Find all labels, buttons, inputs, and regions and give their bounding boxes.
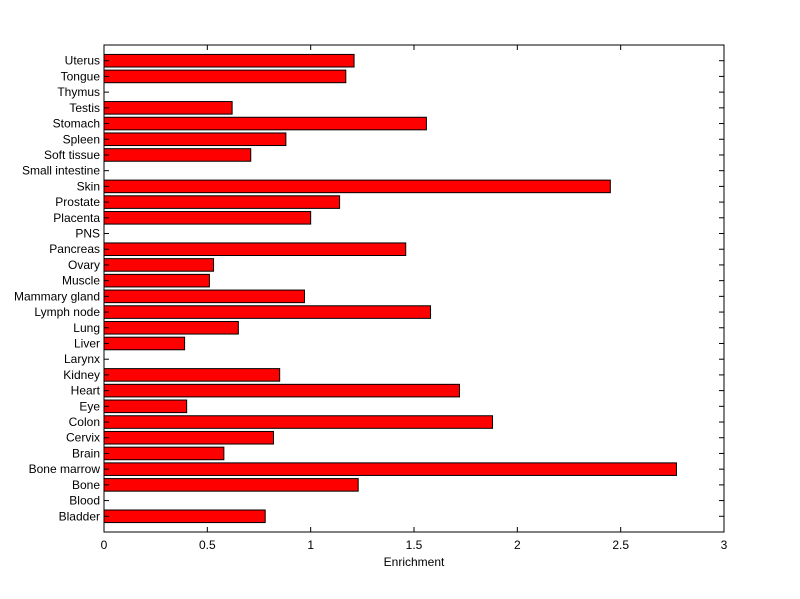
y-tick-label-pns: PNS — [75, 227, 100, 241]
y-tick-label-kidney: Kidney — [63, 368, 100, 382]
y-tick-label-cervix: Cervix — [66, 431, 100, 445]
y-tick-label-pancreas: Pancreas — [49, 242, 100, 256]
x-tick-label-5: 2.5 — [612, 538, 629, 552]
bar-skin — [103, 179, 611, 194]
x-axis-label: Enrichment — [384, 555, 445, 569]
y-tick-label-thymus: Thymus — [57, 85, 100, 99]
y-tick-label-soft-tissue: Soft tissue — [44, 148, 100, 162]
y-tick-label-stomach: Stomach — [53, 117, 100, 131]
bar-testis — [103, 101, 233, 115]
x-tick-label-4: 2 — [514, 538, 521, 552]
bar-bladder — [103, 509, 266, 524]
y-tick-label-placenta: Placenta — [53, 211, 100, 225]
x-tick-label-2: 1 — [307, 538, 314, 552]
y-tick-label-lymph-node: Lymph node — [34, 305, 100, 319]
y-tick-label-tongue: Tongue — [61, 69, 101, 83]
bar-soft-tissue — [103, 148, 252, 162]
x-tick-label-1: 0.5 — [199, 538, 216, 552]
y-tick-label-blood: Blood — [69, 494, 100, 508]
y-tick-label-liver: Liver — [74, 336, 100, 350]
y-tick-label-prostate: Prostate — [55, 195, 100, 209]
y-tick-label-small-intestine: Small intestine — [22, 164, 100, 178]
bar-liver — [103, 336, 186, 351]
y-tick-label-eye: Eye — [79, 399, 100, 413]
bar-lymph-node — [103, 305, 432, 319]
y-tick-label-spleen: Spleen — [63, 132, 100, 146]
bar-tongue — [103, 69, 347, 84]
x-ticks-group: 0 0.5 1 1.5 2 2.5 3 — [101, 45, 728, 552]
x-tick-label-6: 3 — [721, 538, 728, 552]
bar-brain — [103, 446, 225, 461]
y-tick-label-testis: Testis — [69, 101, 100, 115]
y-tick-label-uterus: Uterus — [65, 54, 100, 68]
bar-mammary-gland — [103, 289, 305, 304]
bar-bone-marrow — [103, 462, 677, 476]
y-tick-label-muscle: Muscle — [62, 274, 100, 288]
y-tick-label-colon: Colon — [69, 415, 100, 429]
bar-spleen — [103, 132, 287, 147]
y-tick-label-mammary-gland: Mammary gland — [14, 289, 100, 303]
bar-prostate — [103, 195, 341, 209]
bar-heart — [103, 383, 460, 398]
bar-lung — [103, 320, 239, 335]
bar-pancreas — [103, 242, 407, 257]
bar-uterus — [103, 53, 355, 68]
x-tick-label-0: 0 — [101, 538, 108, 552]
bar-colon — [103, 415, 494, 429]
y-tick-label-ovary: Ovary — [68, 258, 100, 272]
bar-placenta — [103, 211, 312, 225]
y-tick-label-larynx: Larynx — [64, 352, 100, 366]
y-tick-label-skin: Skin — [77, 179, 100, 193]
y-tick-label-bone: Bone — [72, 478, 100, 492]
bar-kidney — [103, 368, 281, 382]
y-tick-label-bladder: Bladder — [59, 509, 100, 523]
plot-frame — [103, 44, 725, 533]
y-tick-label-lung: Lung — [73, 321, 100, 335]
bar-eye — [103, 399, 188, 414]
y-tick-label-brain: Brain — [72, 446, 100, 460]
bar-stomach — [103, 116, 427, 131]
y-tick-label-bone-marrow: Bone marrow — [29, 462, 101, 476]
bar-cervix — [103, 430, 274, 445]
bar-muscle — [103, 273, 210, 288]
y-tick-label-heart: Heart — [71, 384, 101, 398]
bar-ovary — [103, 258, 215, 272]
bar-bone — [103, 478, 359, 492]
x-tick-label-3: 1.5 — [406, 538, 423, 552]
